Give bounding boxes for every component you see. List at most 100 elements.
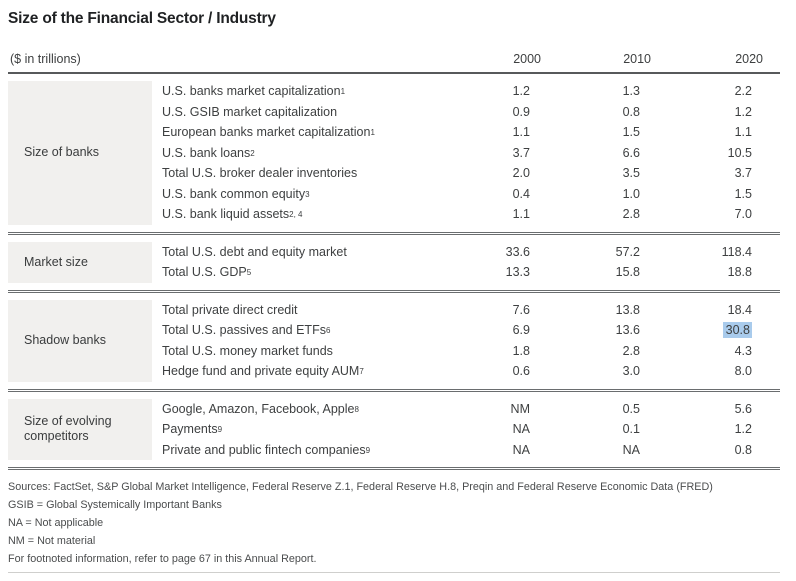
value-text: 33.6 [505,244,530,259]
table-body: Size of banks U.S. banks market capitaliz… [8,74,780,470]
value-cell: 10.5 [640,143,752,164]
row-label-text: U.S. bank common equity [162,186,306,201]
row-label: Total private direct credit [152,300,420,321]
value-text: 57.2 [615,244,640,259]
year-header-2020: 2020 [735,52,763,66]
value-text: 1.0 [622,186,640,201]
highlighted-value[interactable]: 30.8 [722,322,752,338]
value-cell: 30.8 [640,320,752,341]
footnote-reference: 5 [246,268,252,277]
value-text: 1.1 [512,207,530,221]
value-text: 0.5 [622,401,640,416]
value-cell: 1.2 [640,102,752,123]
value-text: 1.2 [512,84,530,98]
value-text: 1.3 [622,84,640,98]
value-cell: 15.8 [530,262,640,283]
row-label-text: Total U.S. debt and equity market [162,244,347,259]
value-cell: 1.1 [420,204,530,225]
value-cell: 3.7 [640,163,752,184]
value-cell: 5.6 [640,399,752,420]
row-label-text: Payments [162,422,218,436]
table-header-row: ($ in trillions) 2000 2010 2020 [8,52,780,74]
value-cell: 1.2 [420,81,530,102]
value-text: 13.6 [615,323,640,337]
value-text: 118.4 [721,244,752,259]
value-text: 1.1 [512,125,530,139]
value-cell: 1.5 [530,122,640,143]
row-label: U.S. banks market capitalization1 [152,81,420,102]
footnote-line: GSIB = Global Systemically Important Ban… [8,499,222,511]
footnotes: Sources: FactSet, S&P Global Market Inte… [8,478,780,568]
value-cell: 4.3 [640,341,752,362]
year-header-2000: 2000 [513,52,541,66]
footnote-reference: 7 [359,367,364,376]
value-text: 3.0 [622,364,640,378]
value-cell: 1.0 [530,184,640,205]
value-text: 0.4 [512,186,530,201]
financial-sector-table: ($ in trillions) 2000 2010 2020 Size of … [8,52,780,470]
value-cell: NM [420,399,530,420]
value-text: 18.8 [727,265,752,279]
row-label-text: Total U.S. passives and ETFs [162,323,326,337]
value-cell: 0.8 [530,102,640,123]
footnote-reference: 9 [217,425,223,434]
value-cell: 6.6 [530,143,640,164]
value-cell: 3.0 [530,361,640,382]
row-label: Total U.S. broker dealer inventories [152,163,420,184]
value-cell: NA [530,440,640,461]
bottom-divider [8,572,780,573]
value-text: 4.3 [734,343,752,358]
footnote-reference: 8 [354,404,359,414]
value-text: 2.0 [512,166,530,180]
value-text: 1.1 [734,125,752,139]
value-text: 2.8 [622,343,640,358]
row-label-text: Total private direct credit [162,302,298,317]
footnote-line: Sources: FactSet, S&P Global Market Inte… [8,481,713,493]
row-label: U.S. bank liquid assets2, 4 [152,204,420,225]
value-text: 13.8 [615,302,640,317]
value-cell: 13.3 [420,262,530,283]
value-cell: 0.6 [420,361,530,382]
section-shadow-banks: Shadow banks Total private direct credit 7… [8,293,780,392]
row-label: Google, Amazon, Facebook, Apple8 [152,399,420,420]
value-cell: 3.5 [530,163,640,184]
value-text: 1.2 [734,422,752,436]
value-cell: 0.4 [420,184,530,205]
category-label: Market size [8,241,152,283]
value-text: 6.9 [512,323,530,337]
value-text: 0.8 [622,104,640,119]
value-text: 0.9 [512,104,530,119]
value-text: NA [622,442,640,457]
value-cell: 1.8 [420,341,530,362]
footnote-reference: 1 [340,87,346,96]
footnote-line: For footnoted information, refer to page… [8,553,317,565]
footnote-line: NA = Not applicable [8,517,104,529]
footnote-reference: 2, 4 [289,210,303,219]
value-text: 2.2 [734,84,752,98]
value-text: 1.8 [512,343,530,358]
row-label-text: Total U.S. broker dealer inventories [162,166,358,180]
row-label: Total U.S. GDP5 [152,262,420,283]
value-text: 5.6 [734,401,752,416]
category-label: Size of evolving competitors [8,398,152,460]
value-text: NA [512,422,530,436]
value-text: 13.3 [505,265,530,279]
row-label: European banks market capitalization1 [152,122,420,143]
category-label: Shadow banks [8,299,152,382]
value-text: 6.6 [622,145,640,160]
row-label-text: Total U.S. GDP [162,265,247,279]
footnote-reference: 9 [365,445,371,455]
value-cell: 0.9 [420,102,530,123]
value-cell: 3.7 [420,143,530,164]
value-text: 1.5 [622,125,640,139]
value-text: 10.5 [727,145,752,160]
value-cell: 2.8 [530,204,640,225]
value-cell: 7.0 [640,204,752,225]
value-cell: 18.8 [640,262,752,283]
row-label: U.S. GSIB market capitalization [152,102,420,123]
row-label-text: Hedge fund and private equity AUM [162,364,360,378]
value-text: 3.5 [622,166,640,180]
value-cell: 1.3 [530,81,640,102]
value-cell: 1.1 [640,122,752,143]
value-text: 2.8 [622,207,640,221]
